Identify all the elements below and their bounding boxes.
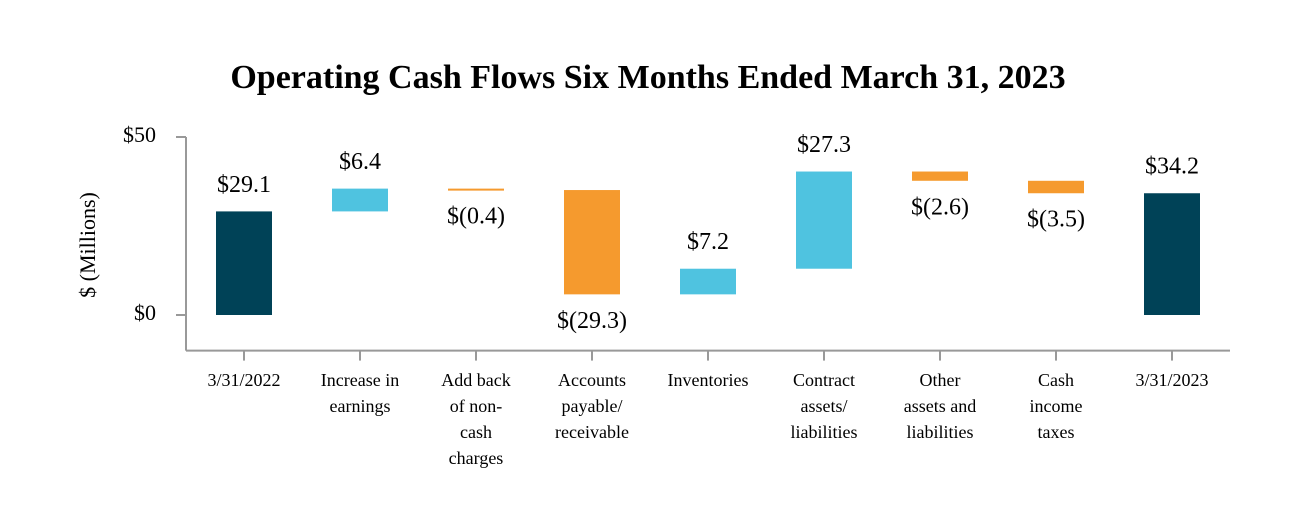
x-tick-label: Contract assets/ liabilities (790, 370, 858, 442)
value-label: $27.3 (797, 132, 851, 158)
y-tick-label: $0 (134, 300, 156, 325)
bar (912, 171, 968, 181)
bar (332, 188, 388, 212)
x-tick-label: Other assets and liabilities (903, 370, 977, 442)
bar (1028, 180, 1084, 194)
bar (680, 268, 736, 295)
value-label: $(3.5) (1027, 207, 1085, 233)
y-tick-label: $50 (123, 122, 156, 147)
x-tick-label: Increase in earnings (320, 370, 400, 416)
y-axis-label: $ (Millions) (75, 192, 100, 298)
value-label: $7.2 (687, 229, 729, 255)
value-label: $(2.6) (911, 194, 969, 220)
x-tick-label: 3/31/2022 (207, 370, 281, 390)
bar (216, 211, 272, 315)
chart-title: Operating Cash Flows Six Months Ended Ma… (230, 59, 1065, 96)
x-tick-label: Inventories (667, 370, 749, 390)
value-label: $(29.3) (557, 308, 627, 334)
value-label: $34.2 (1145, 154, 1199, 180)
x-tick-label: Add back of non- cash charges (441, 370, 511, 468)
bar (1144, 193, 1200, 315)
value-label: $(0.4) (447, 204, 505, 230)
x-tick-label: 3/31/2023 (1135, 370, 1209, 390)
value-label: $29.1 (217, 172, 271, 198)
x-tick-label: Accounts payable/ receivable (555, 370, 629, 442)
bar (448, 188, 504, 191)
x-tick-label: Cash income taxes (1029, 370, 1083, 442)
value-label: $6.4 (339, 149, 381, 175)
bar (564, 190, 620, 295)
bar (796, 171, 852, 269)
